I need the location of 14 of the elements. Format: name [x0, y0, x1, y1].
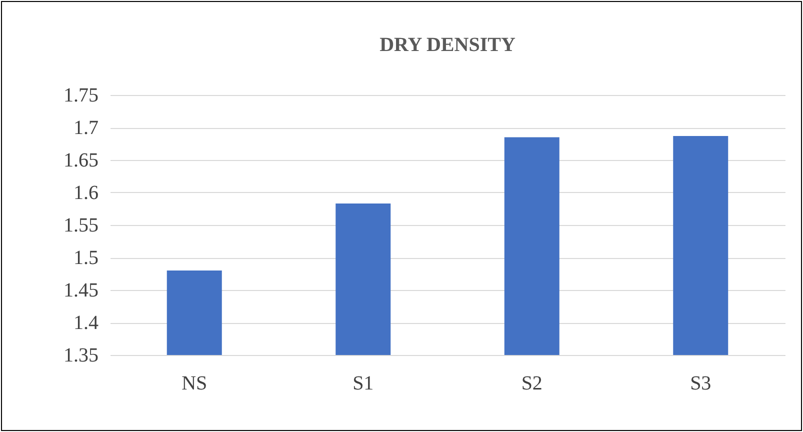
- y-tick-label: 1.7: [74, 117, 98, 139]
- y-tick-label: 1.35: [64, 344, 98, 366]
- y-tick-label: 1.5: [74, 247, 98, 269]
- y-tick-label: 1.6: [74, 182, 98, 204]
- y-tick-label: 1.75: [64, 84, 98, 106]
- chart-title: DRY DENSITY: [380, 34, 516, 56]
- y-tick-label: 1.45: [64, 280, 98, 302]
- x-tick-label: NS: [182, 372, 208, 394]
- x-tick-label: S2: [521, 372, 542, 394]
- x-tick-label: S3: [690, 372, 712, 394]
- y-tick-label: 1.4: [74, 312, 98, 334]
- x-tick-label: S1: [352, 372, 374, 394]
- y-tick-label: 1.55: [64, 214, 98, 236]
- y-tick-label: 1.65: [64, 150, 98, 172]
